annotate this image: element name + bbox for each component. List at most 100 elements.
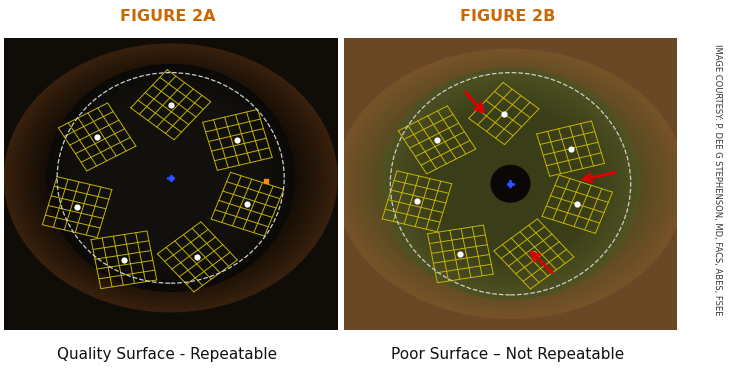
Ellipse shape bbox=[347, 58, 674, 309]
Ellipse shape bbox=[27, 62, 314, 294]
Ellipse shape bbox=[335, 49, 686, 319]
Ellipse shape bbox=[43, 74, 299, 281]
Ellipse shape bbox=[387, 74, 634, 294]
Ellipse shape bbox=[29, 64, 312, 292]
Text: Quality Surface - Repeatable: Quality Surface - Repeatable bbox=[57, 347, 277, 362]
Ellipse shape bbox=[37, 70, 305, 286]
Ellipse shape bbox=[350, 60, 671, 307]
Ellipse shape bbox=[47, 78, 294, 278]
Ellipse shape bbox=[19, 56, 322, 300]
Ellipse shape bbox=[26, 61, 316, 294]
Ellipse shape bbox=[363, 70, 658, 298]
Ellipse shape bbox=[341, 53, 680, 314]
Ellipse shape bbox=[429, 111, 592, 257]
Ellipse shape bbox=[60, 76, 281, 279]
Ellipse shape bbox=[360, 68, 661, 300]
Ellipse shape bbox=[45, 76, 297, 279]
Ellipse shape bbox=[385, 87, 636, 280]
Ellipse shape bbox=[40, 72, 302, 283]
Ellipse shape bbox=[379, 83, 642, 285]
Ellipse shape bbox=[76, 90, 266, 266]
Ellipse shape bbox=[388, 75, 633, 292]
Ellipse shape bbox=[410, 94, 611, 273]
Ellipse shape bbox=[12, 50, 330, 306]
Ellipse shape bbox=[397, 82, 624, 285]
Ellipse shape bbox=[14, 52, 327, 304]
Ellipse shape bbox=[10, 48, 332, 308]
Ellipse shape bbox=[415, 99, 606, 269]
Ellipse shape bbox=[355, 64, 666, 304]
Ellipse shape bbox=[57, 74, 284, 282]
Ellipse shape bbox=[368, 75, 653, 293]
Ellipse shape bbox=[46, 77, 296, 279]
Ellipse shape bbox=[377, 80, 644, 287]
Ellipse shape bbox=[67, 83, 275, 273]
Ellipse shape bbox=[48, 79, 293, 277]
Ellipse shape bbox=[372, 77, 649, 291]
Ellipse shape bbox=[13, 51, 328, 305]
Ellipse shape bbox=[346, 57, 675, 310]
Ellipse shape bbox=[340, 52, 681, 315]
Ellipse shape bbox=[374, 78, 647, 290]
Ellipse shape bbox=[65, 81, 276, 274]
Text: IMAGE COURTESY: P. DEE G STEPHENSON, MD, FACS, ABES, FSEE: IMAGE COURTESY: P. DEE G STEPHENSON, MD,… bbox=[713, 44, 722, 316]
Ellipse shape bbox=[23, 59, 318, 297]
Ellipse shape bbox=[8, 47, 333, 309]
Ellipse shape bbox=[39, 72, 302, 284]
Ellipse shape bbox=[414, 97, 607, 270]
Ellipse shape bbox=[358, 66, 663, 301]
Ellipse shape bbox=[393, 80, 628, 288]
Ellipse shape bbox=[43, 75, 298, 280]
Ellipse shape bbox=[25, 60, 316, 296]
Text: Poor Surface – Not Repeatable: Poor Surface – Not Repeatable bbox=[391, 347, 625, 362]
Ellipse shape bbox=[381, 84, 640, 284]
Ellipse shape bbox=[390, 76, 631, 291]
Text: FIGURE 2A: FIGURE 2A bbox=[120, 9, 215, 24]
Ellipse shape bbox=[375, 79, 646, 288]
Ellipse shape bbox=[404, 88, 617, 279]
Ellipse shape bbox=[367, 74, 654, 294]
Ellipse shape bbox=[412, 96, 609, 272]
Ellipse shape bbox=[56, 72, 286, 284]
Ellipse shape bbox=[409, 93, 612, 275]
Ellipse shape bbox=[421, 103, 600, 264]
Ellipse shape bbox=[385, 72, 636, 296]
Ellipse shape bbox=[417, 100, 604, 267]
Ellipse shape bbox=[32, 66, 310, 290]
Ellipse shape bbox=[378, 81, 643, 286]
Ellipse shape bbox=[424, 106, 597, 261]
Ellipse shape bbox=[34, 68, 308, 288]
Ellipse shape bbox=[343, 54, 678, 313]
Ellipse shape bbox=[35, 69, 306, 287]
Ellipse shape bbox=[47, 64, 294, 292]
Ellipse shape bbox=[370, 76, 651, 292]
Ellipse shape bbox=[337, 50, 684, 318]
Ellipse shape bbox=[18, 55, 324, 301]
Ellipse shape bbox=[349, 59, 672, 308]
Ellipse shape bbox=[387, 88, 634, 279]
Ellipse shape bbox=[4, 44, 338, 312]
Ellipse shape bbox=[31, 65, 310, 291]
Ellipse shape bbox=[52, 69, 289, 287]
Ellipse shape bbox=[51, 68, 291, 288]
Ellipse shape bbox=[70, 86, 271, 270]
Ellipse shape bbox=[6, 45, 335, 310]
Ellipse shape bbox=[380, 68, 641, 300]
Ellipse shape bbox=[400, 85, 621, 282]
Ellipse shape bbox=[22, 58, 319, 297]
Ellipse shape bbox=[59, 75, 283, 281]
Ellipse shape bbox=[72, 87, 269, 268]
Ellipse shape bbox=[41, 74, 300, 282]
Ellipse shape bbox=[17, 54, 324, 302]
Ellipse shape bbox=[28, 63, 313, 292]
Ellipse shape bbox=[48, 66, 293, 290]
Ellipse shape bbox=[20, 57, 321, 299]
Ellipse shape bbox=[37, 70, 304, 285]
Ellipse shape bbox=[69, 84, 272, 272]
Ellipse shape bbox=[425, 108, 596, 260]
Ellipse shape bbox=[427, 109, 594, 258]
Ellipse shape bbox=[382, 69, 639, 298]
Ellipse shape bbox=[15, 53, 326, 303]
Ellipse shape bbox=[7, 46, 334, 310]
Ellipse shape bbox=[47, 64, 294, 291]
